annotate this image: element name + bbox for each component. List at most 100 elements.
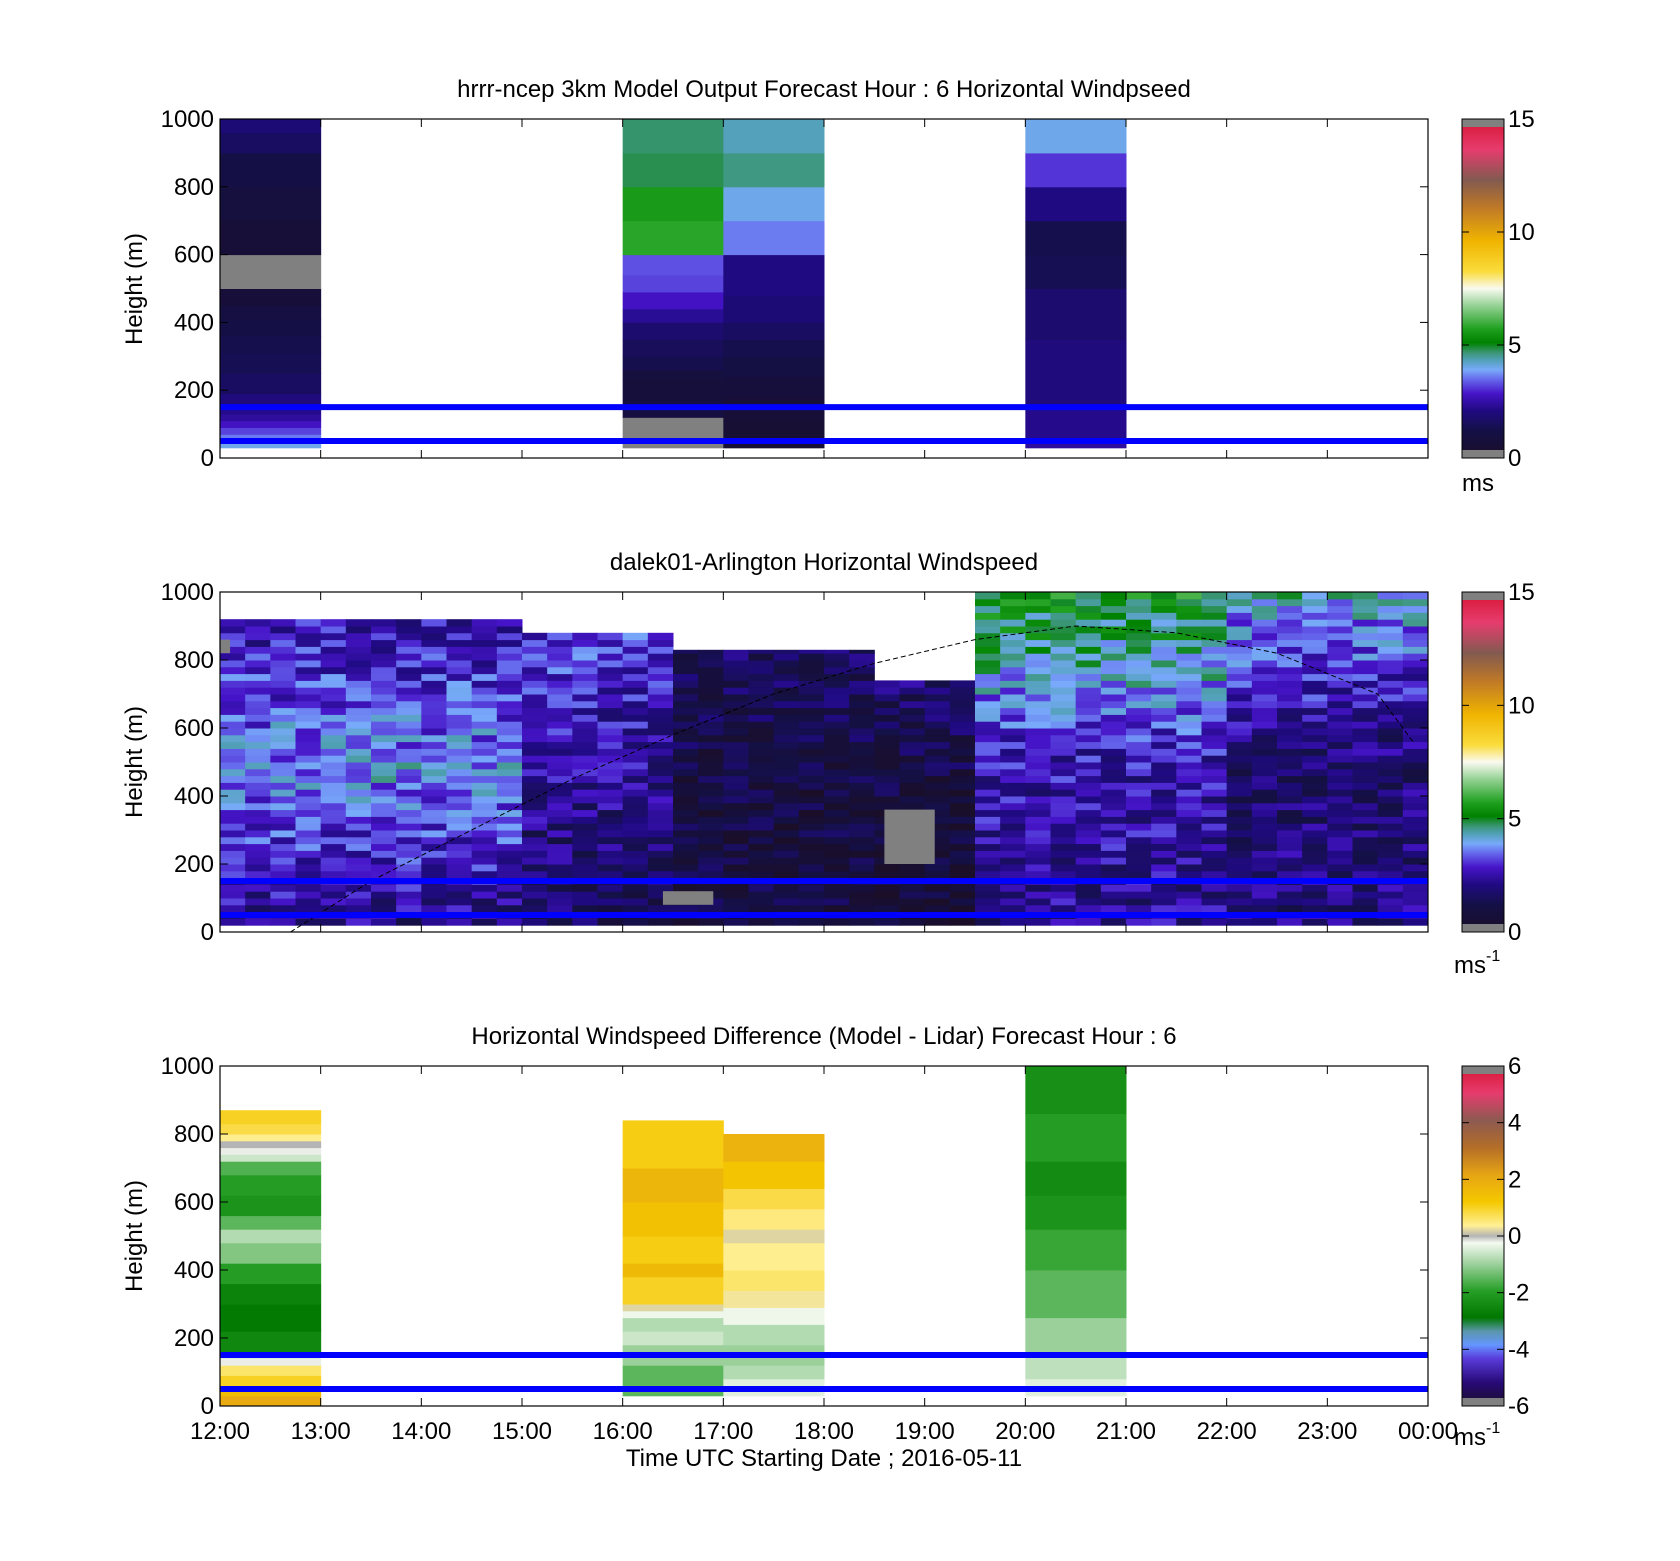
y-tick-label: 0 — [201, 919, 214, 946]
heatmap-cell — [1302, 592, 1328, 600]
heatmap-cell — [798, 653, 825, 661]
heatmap-cell — [899, 721, 926, 729]
heatmap-cell — [295, 639, 322, 647]
heatmap-cell — [1352, 653, 1379, 661]
heatmap-cell — [1377, 598, 1404, 607]
heatmap-cell — [1025, 592, 1051, 600]
x-axis-ticks — [219, 1066, 1429, 1406]
heatmap-cell — [1151, 694, 1177, 702]
heatmap-cell — [824, 714, 850, 722]
heatmap-cell — [446, 904, 473, 913]
heatmap-cell — [245, 850, 271, 858]
heatmap-cell — [396, 891, 422, 899]
heatmap-cell — [1100, 728, 1127, 736]
heatmap-cell — [899, 898, 926, 906]
heatmap-cell — [320, 762, 347, 770]
heatmap-cell — [1277, 700, 1303, 709]
heatmap-cell — [622, 898, 649, 906]
heatmap-cell — [371, 700, 397, 709]
heatmap-cell — [1000, 734, 1026, 743]
heatmap-cell — [849, 649, 875, 654]
heatmap-cell — [723, 857, 749, 865]
heatmap-cell — [673, 728, 699, 736]
heatmap-cell — [1126, 707, 1152, 715]
heatmap-cell — [270, 823, 296, 831]
heatmap-cell — [1201, 673, 1228, 681]
heatmap-cell — [1377, 687, 1404, 695]
heatmap-cell — [924, 830, 951, 838]
heatmap-cell — [572, 809, 598, 817]
heatmap-cell — [622, 870, 649, 879]
heatmap-cell — [371, 734, 397, 743]
heatmap-cell — [572, 857, 598, 865]
heatmap-cell — [496, 734, 523, 743]
heatmap-cell — [270, 639, 296, 647]
heatmap-cell — [673, 700, 699, 709]
heatmap-cell — [471, 660, 498, 668]
heatmap-cell — [622, 687, 649, 695]
heatmap-cell — [1050, 660, 1077, 668]
heatmap-cell — [773, 687, 800, 695]
heatmap-cell — [320, 700, 347, 709]
heatmap-cell — [1377, 626, 1404, 634]
heatmap-cell — [1226, 891, 1253, 899]
heatmap-cell — [1302, 782, 1328, 790]
heatmap-cell — [270, 809, 296, 817]
heatmap-cell — [1000, 639, 1026, 647]
heatmap-cell — [295, 632, 322, 641]
heatmap-cell — [1050, 619, 1077, 627]
heatmap-cell — [496, 755, 523, 763]
heatmap-cell — [1025, 441, 1127, 449]
heatmap-cell — [1226, 632, 1253, 641]
heatmap-cell — [1000, 755, 1026, 763]
heatmap-cell — [1251, 660, 1278, 668]
heatmap-cell — [1302, 653, 1328, 661]
heatmap-cell — [320, 816, 347, 824]
heatmap-cell — [1100, 721, 1127, 729]
heatmap-cell — [1251, 904, 1278, 913]
heatmap-cell — [1000, 619, 1026, 627]
heatmap-cell — [345, 626, 372, 634]
heatmap-cell — [698, 649, 724, 654]
heatmap-cell — [622, 802, 649, 811]
x-tick-label: 14:00 — [391, 1418, 451, 1445]
heatmap-cell — [1176, 898, 1202, 906]
heatmap-cell — [547, 857, 573, 865]
heatmap-cell — [597, 673, 624, 681]
heatmap-cell — [1352, 830, 1379, 838]
heatmap-cell — [698, 816, 724, 824]
heatmap-cell — [371, 918, 397, 926]
heatmap-cell — [673, 714, 699, 722]
heatmap-cell — [320, 619, 347, 627]
heatmap-cell — [1050, 904, 1077, 913]
heatmap-cell — [446, 721, 473, 729]
heatmap-cell — [1000, 646, 1026, 654]
heatmap-cell — [622, 322, 724, 340]
heatmap-cell — [572, 748, 598, 756]
heatmap-cell — [1377, 830, 1404, 838]
heatmap-cell — [245, 619, 271, 627]
heatmap-cell — [1176, 673, 1202, 681]
heatmap-cell — [295, 850, 322, 858]
heatmap-cell — [1226, 789, 1253, 797]
heatmap-cell — [874, 721, 900, 729]
heatmap-cell — [345, 639, 372, 647]
heatmap-cell — [1025, 152, 1127, 188]
heatmap-cell — [647, 707, 674, 715]
heatmap-cell — [1100, 898, 1127, 906]
heatmap-cell — [1352, 700, 1379, 709]
heatmap-cell — [421, 721, 447, 729]
heatmap-cell — [1251, 782, 1278, 790]
heatmap-cell — [1251, 632, 1278, 641]
heatmap-cell — [1050, 836, 1077, 845]
heatmap-cell — [572, 694, 598, 702]
heatmap-cell — [597, 775, 624, 783]
heatmap-cell — [1327, 870, 1353, 879]
heatmap-cell — [471, 673, 498, 681]
heatmap-cell — [371, 728, 397, 736]
panel-lidar: dalek01-Arlington Horizontal Windspeed 0… — [121, 549, 1535, 979]
heatmap-cell — [245, 748, 271, 756]
heatmap-cell — [698, 762, 724, 770]
heatmap-cell — [471, 857, 498, 865]
heatmap-cell — [396, 843, 422, 851]
